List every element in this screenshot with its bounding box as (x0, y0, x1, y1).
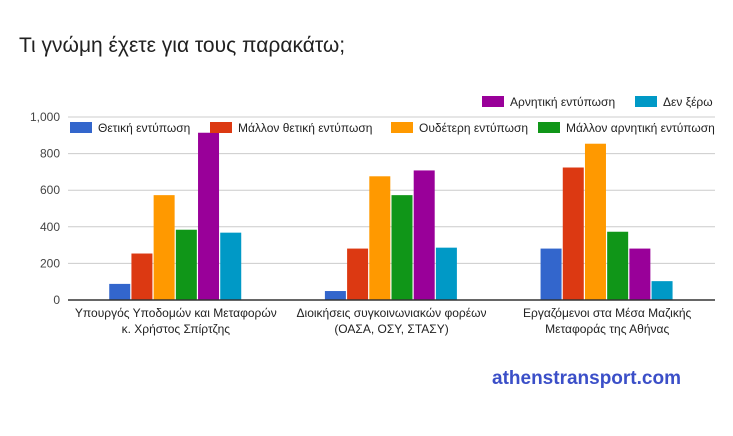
y-tick-label: 800 (40, 147, 60, 161)
legend-label: Δεν ξέρω (663, 95, 713, 109)
x-tick-label: Εργαζόμενοι στα Μέσα Μαζικής (523, 306, 691, 320)
bar (198, 132, 220, 300)
legend-label: Θετική εντύπωση (98, 121, 190, 135)
x-tick-label: Υπουργός Υποδομών και Μεταφορών (75, 306, 277, 320)
legend-swatch (70, 122, 92, 133)
x-tick-label: (ΟΑΣΑ, ΟΣΥ, ΣΤΑΣΥ) (334, 322, 448, 336)
y-tick-label: 200 (40, 256, 60, 270)
legend-swatch (538, 122, 560, 133)
x-tick-label: κ. Χρήστος Σπίρτζης (122, 322, 231, 336)
legend-swatch (635, 96, 657, 107)
legend-swatch (210, 122, 232, 133)
bar (220, 232, 242, 300)
x-tick-label: Διοικήσεις συγκοινωνιακών φορέων (297, 306, 487, 320)
bar (369, 176, 391, 300)
bar (584, 143, 606, 300)
bar (153, 195, 175, 300)
y-tick-label: 0 (53, 293, 60, 307)
legend-label: Αρνητική εντύπωση (510, 95, 615, 109)
bar (324, 291, 346, 300)
bar (562, 167, 584, 300)
bar (109, 283, 131, 300)
y-tick-label: 600 (40, 183, 60, 197)
bar (607, 231, 629, 300)
bar (131, 253, 153, 300)
chart-title: Τι γνώμη έχετε για τους παρακάτω; (19, 34, 346, 57)
bar (629, 248, 651, 300)
y-tick-label: 400 (40, 220, 60, 234)
watermark: athenstransport.com (492, 368, 681, 389)
x-tick-label: Μεταφοράς της Αθήνας (545, 322, 669, 336)
bar (651, 281, 673, 300)
bar (347, 248, 369, 300)
bar (413, 170, 435, 300)
legend-label: Μάλλον θετική εντύπωση (238, 121, 372, 135)
legend-label: Ουδέτερη εντύπωση (419, 121, 528, 135)
bar (540, 248, 562, 300)
legend-swatch (391, 122, 413, 133)
y-tick-label: 1,000 (30, 110, 60, 124)
bar (175, 229, 197, 300)
bar (391, 195, 413, 300)
bar (435, 247, 457, 300)
legend-swatch (482, 96, 504, 107)
legend-label: Μάλλον αρνητική εντύπωση (566, 121, 715, 135)
